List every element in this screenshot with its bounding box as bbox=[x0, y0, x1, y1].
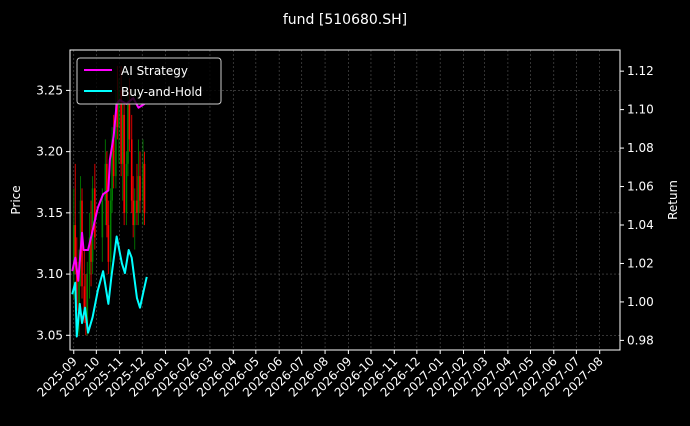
candle-body bbox=[91, 188, 94, 262]
y-right-tick-label: 1.08 bbox=[627, 141, 654, 155]
legend-box bbox=[76, 57, 222, 105]
y-right-tick-label: 1.12 bbox=[627, 64, 654, 78]
candle-body bbox=[104, 163, 107, 201]
candle-body bbox=[107, 225, 110, 262]
y-right-tick-label: 1.10 bbox=[627, 103, 654, 117]
y-left-tick-label: 3.15 bbox=[36, 206, 63, 220]
candle-body bbox=[78, 261, 80, 311]
candle-body bbox=[90, 237, 92, 262]
y-right-tick-label: 0.98 bbox=[627, 333, 654, 347]
candle-body bbox=[132, 200, 135, 226]
plot-frame bbox=[69, 49, 621, 351]
candle-body bbox=[72, 225, 75, 275]
y-axis-left-label: Price bbox=[9, 185, 23, 214]
buy-and-hold-line bbox=[71, 235, 148, 338]
legend-label-ai: AI Strategy bbox=[121, 64, 188, 78]
candle-body bbox=[115, 102, 117, 177]
y-axis-left: 3.05 3.10 3.15 3.20 3.25 bbox=[36, 83, 70, 342]
candlesticks bbox=[72, 65, 146, 336]
x-axis: 2025-092025-102025-112025-122026-012026-… bbox=[35, 350, 606, 400]
candle-body bbox=[133, 200, 136, 226]
candle-body bbox=[116, 102, 119, 128]
candle-body bbox=[143, 163, 146, 213]
legend-label-bh: Buy-and-Hold bbox=[121, 85, 202, 99]
candle-body bbox=[111, 139, 113, 201]
y-axis-right: 0.98 1.00 1.02 1.04 1.06 1.08 1.10 1.12 bbox=[620, 64, 654, 347]
y-left-tick-label: 3.10 bbox=[36, 267, 63, 281]
candle-body bbox=[125, 163, 128, 213]
candle-body bbox=[74, 225, 77, 262]
candle-body bbox=[112, 139, 115, 177]
candle-body bbox=[136, 200, 138, 213]
candle-body bbox=[94, 188, 96, 238]
y-left-tick-label: 3.05 bbox=[36, 328, 63, 342]
candle-body bbox=[137, 176, 140, 213]
candle-body bbox=[128, 102, 131, 140]
y-left-tick-label: 3.25 bbox=[36, 83, 63, 97]
y-left-tick-label: 3.20 bbox=[36, 145, 63, 159]
candle-body bbox=[101, 200, 104, 238]
candle-body bbox=[130, 139, 133, 201]
candle-body bbox=[120, 90, 122, 164]
y-right-tick-label: 1.06 bbox=[627, 180, 654, 194]
y-right-tick-label: 1.00 bbox=[627, 295, 654, 309]
candle-body bbox=[83, 286, 86, 311]
candle-body bbox=[109, 200, 112, 262]
candle-body bbox=[139, 176, 141, 201]
chart-title: fund [510680.SH] bbox=[283, 12, 407, 28]
candle-body bbox=[127, 102, 129, 164]
series-lines bbox=[71, 97, 148, 338]
candle-body bbox=[79, 200, 82, 262]
candle-body bbox=[123, 114, 125, 213]
y-axis-right-label: Return bbox=[666, 180, 680, 220]
legend: AI Strategy Buy-and-Hold bbox=[76, 57, 222, 105]
candle-body bbox=[88, 237, 91, 275]
candle-body bbox=[121, 114, 124, 164]
candle-body bbox=[75, 261, 78, 311]
candle-body bbox=[106, 163, 108, 226]
y-right-tick-label: 1.02 bbox=[627, 256, 654, 270]
y-right-tick-label: 1.04 bbox=[627, 218, 654, 232]
candle-body bbox=[86, 274, 89, 324]
candle-body bbox=[142, 163, 144, 201]
candle-body bbox=[118, 90, 120, 128]
